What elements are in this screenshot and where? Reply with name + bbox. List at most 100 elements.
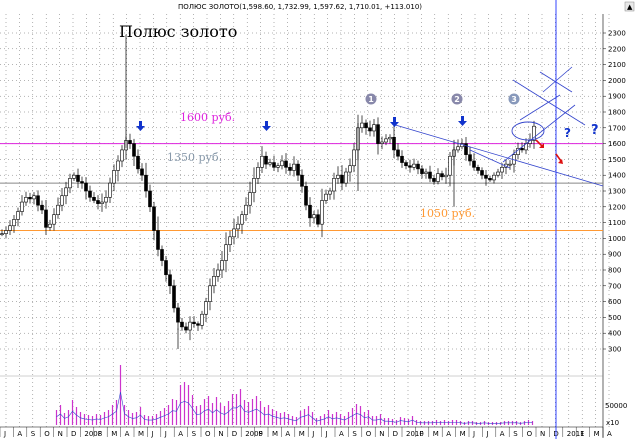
- y-tick-label: 1700: [608, 124, 626, 132]
- candle-body: [16, 211, 20, 220]
- candle-body: [320, 200, 324, 225]
- candle-body: [200, 313, 204, 326]
- candle-body: [216, 269, 220, 277]
- candle-body: [352, 149, 356, 167]
- candle-body: [500, 167, 504, 173]
- candle-body: [12, 219, 16, 227]
- candle-body: [472, 160, 476, 168]
- candle-body: [424, 171, 428, 174]
- y-tick-label: 2200: [608, 45, 626, 53]
- candle-body: [208, 285, 212, 302]
- candle-body: [348, 165, 352, 173]
- candle-body: [188, 321, 192, 331]
- candle-body: [532, 125, 536, 141]
- candle-body: [328, 190, 332, 195]
- x-tick-label: J: [325, 430, 328, 438]
- candle-body: [32, 195, 36, 200]
- candle-body: [260, 155, 264, 168]
- candle-body: [180, 321, 184, 328]
- candle-body: [392, 136, 396, 151]
- x-tick-label: F: [259, 430, 263, 438]
- candle-body: [120, 149, 124, 162]
- wave-markers: 1 2 3: [365, 93, 520, 105]
- x-tick-label: S: [31, 430, 36, 438]
- scroll-arrow-button[interactable]: [624, 1, 635, 12]
- blue-down-arrow-icon: [136, 121, 145, 131]
- candle-body: [108, 182, 112, 198]
- candle-body: [196, 323, 200, 326]
- candle-body: [492, 174, 496, 181]
- candle-body: [400, 155, 404, 163]
- level-label-1600: 1600 руб.: [180, 111, 235, 124]
- blue-down-arrow-icon: [262, 121, 271, 131]
- level-label-1350: 1350 руб.: [167, 151, 222, 164]
- candle-body: [456, 146, 460, 151]
- candle-body: [364, 122, 368, 129]
- candle-body: [8, 225, 12, 231]
- x-tick-label: A: [500, 430, 505, 438]
- candle-body: [84, 182, 88, 192]
- candle-body: [160, 249, 164, 261]
- candle-body: [496, 171, 500, 176]
- x-tick-label: O: [44, 430, 50, 438]
- candle-body: [412, 163, 416, 168]
- x-tick-label: F: [419, 430, 423, 438]
- x-tick-label: J: [485, 430, 488, 438]
- candle-body: [360, 122, 364, 129]
- y-tick-label: 900: [608, 251, 621, 259]
- y-tick-label: 300: [608, 346, 621, 354]
- trendline-lower: [469, 149, 511, 169]
- x-tick-label: A: [17, 430, 22, 438]
- candle-body: [388, 136, 392, 140]
- x-tick-label: O: [366, 430, 372, 438]
- candle-body: [168, 274, 172, 287]
- candle-body: [36, 195, 40, 206]
- candle-body: [312, 214, 316, 219]
- candle-body: [144, 174, 148, 192]
- chart-header: ПОЛЮС ЗОЛОТО(1,598.60, 1,732.99, 1,597.6…: [178, 3, 422, 11]
- candle-body: [448, 155, 452, 176]
- x-tick-label: M: [111, 430, 117, 438]
- gridlines: [0, 14, 610, 427]
- arrow-markers: [136, 116, 467, 131]
- candle-body: [368, 127, 372, 132]
- candle-body: [480, 170, 484, 176]
- candle-body: [488, 178, 492, 181]
- candle-body: [40, 204, 44, 211]
- candle-body: [128, 140, 132, 144]
- trendline-upper: [391, 123, 604, 187]
- candle-body: [404, 162, 408, 167]
- x-tick-label: S: [513, 430, 518, 438]
- candle-body: [444, 174, 448, 178]
- x-tick-label: A: [607, 430, 612, 438]
- candle-body: [520, 148, 524, 151]
- x-tick-label: F: [98, 430, 102, 438]
- candle-body: [100, 201, 104, 204]
- blue-down-arrow-icon: [458, 116, 467, 126]
- x-tick-label: M: [138, 430, 144, 438]
- trend-line-down-1: [512, 79, 586, 126]
- x-tick-label: D: [71, 430, 76, 438]
- candle-body: [164, 260, 168, 276]
- y-tick-label: 2100: [608, 61, 626, 69]
- candle-body: [56, 204, 60, 216]
- candle-body: [276, 165, 280, 168]
- x-tick-label: O: [527, 430, 533, 438]
- candle-body: [240, 214, 244, 225]
- candle-body: [476, 167, 480, 171]
- candle-body: [248, 192, 252, 206]
- candle-body: [96, 200, 100, 204]
- y-tick-label: 1500: [608, 156, 626, 164]
- candle-body: [92, 197, 96, 201]
- candle-body: [244, 204, 248, 216]
- x-tick-label: M: [299, 430, 305, 438]
- trend-line-up-2: [519, 94, 561, 121]
- x-tick-label: A: [285, 430, 290, 438]
- scroll-arrow-icon: ▲: [627, 3, 633, 11]
- x-tick-label: J: [472, 430, 475, 438]
- candle-body: [156, 230, 160, 250]
- x-tick-label: N: [379, 430, 384, 438]
- candle-body: [484, 174, 488, 179]
- x-tick-label: J: [164, 430, 167, 438]
